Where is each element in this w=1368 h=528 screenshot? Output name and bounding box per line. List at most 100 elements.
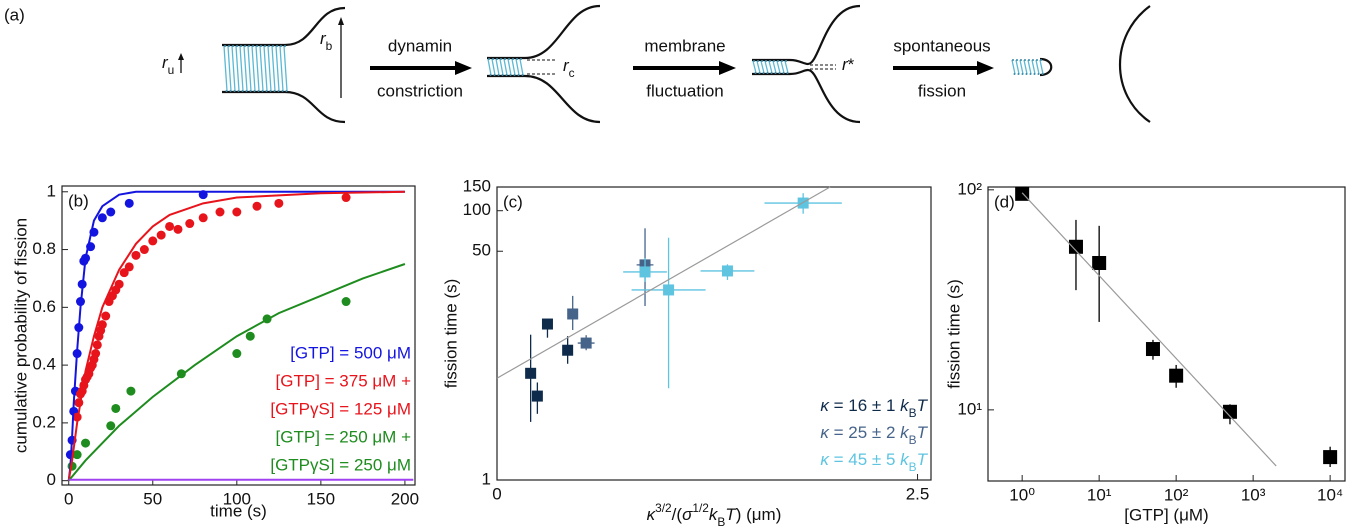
membrane: [487, 4, 601, 60]
text-part: σ: [682, 505, 693, 524]
coil-dot: [766, 72, 769, 74]
coil-dot: [778, 72, 781, 74]
data-point: [1169, 368, 1184, 383]
arrow-head: [719, 61, 736, 75]
y-tick-label: 1: [47, 181, 56, 200]
coil-dot: [492, 58, 494, 60]
coil-dot: [277, 90, 280, 92]
coil-dot: [517, 74, 520, 76]
panel-label: (d): [994, 192, 1015, 211]
x-axis-label: κ3/2/(σ1/2kBT) (μm): [647, 501, 782, 528]
dynamin-coil: [243, 45, 248, 92]
dynamin-coil: [507, 58, 512, 76]
step-label: spontaneous: [893, 36, 990, 55]
coil-dot: [261, 90, 264, 92]
coil-dot: [762, 72, 765, 74]
dynamin-coil: [491, 58, 496, 76]
x-axis-label: time (s): [210, 501, 267, 520]
x-tick-label: 50: [143, 489, 162, 508]
text-part: r: [320, 29, 327, 48]
step-label: fission: [918, 81, 966, 100]
data-point: [1092, 255, 1107, 270]
membrane: [222, 90, 346, 124]
data-point: [126, 386, 136, 396]
y-tick-label: 0: [47, 470, 56, 489]
dynamin-coil: [279, 45, 284, 92]
dynamin-coil: [776, 60, 781, 74]
coil-dot: [753, 60, 755, 62]
fit-line: [67, 263, 406, 482]
coil-dot: [1024, 59, 1026, 61]
radius-label: rc: [563, 56, 575, 80]
text-part: B: [909, 460, 917, 474]
coil-dot: [260, 45, 262, 47]
coil-dot: [1040, 59, 1042, 61]
dynamin-coil: [1015, 59, 1020, 75]
data-point: [1323, 450, 1338, 465]
data-point: [92, 340, 102, 350]
membrane: [752, 4, 861, 66]
text-part: 3/2: [655, 501, 672, 515]
coil-dot: [488, 58, 490, 60]
data-point: [173, 224, 183, 234]
data-point: [139, 245, 149, 255]
data-point: [131, 250, 141, 260]
dynamin-coil: [239, 45, 244, 92]
y-tick-label: 1: [482, 469, 491, 488]
dynamin-coil: [1031, 59, 1036, 75]
y-tick-label: 10²: [957, 179, 982, 198]
x-tick-label: 200: [391, 489, 419, 508]
legend-label: [GTP] = 500 μM: [290, 343, 411, 362]
text-part: B: [717, 515, 725, 528]
coil-dot: [516, 58, 518, 60]
coil-dot: [285, 90, 288, 92]
data-point: [101, 311, 111, 321]
fit-line: [496, 186, 831, 379]
dynamin-coil: [756, 60, 761, 74]
membrane: [222, 6, 346, 47]
text-part: κ: [820, 450, 830, 469]
legend-label: [GTP] = 375 μM +: [276, 371, 412, 390]
coil-dot: [782, 72, 785, 74]
legend-label: [GTPγS] = 125 μM: [270, 399, 411, 418]
dynamin-coil: [515, 58, 520, 76]
coil-dot: [500, 58, 502, 60]
coil-dot: [232, 45, 234, 47]
y-tick-label: 0.8: [32, 239, 56, 258]
x-axis-label: [GTP] (μM): [1124, 505, 1208, 524]
text-part: = 25 ± 2: [829, 423, 900, 442]
x-tick-label: 150: [307, 489, 335, 508]
coil-dot: [512, 58, 514, 60]
data-point: [124, 262, 134, 272]
coil-dot: [505, 74, 508, 76]
y-axis-label: fission time (s): [441, 279, 460, 389]
dynamin-coil: [503, 58, 508, 76]
coil-dot: [280, 45, 282, 47]
data-point: [562, 344, 574, 356]
data-point: [232, 207, 242, 217]
coil-dot: [276, 45, 278, 47]
coil-dot: [1037, 73, 1040, 75]
coil-dot: [245, 90, 248, 92]
dynamin-coil: [271, 45, 276, 92]
data-point: [721, 265, 733, 277]
text-part: c: [569, 66, 575, 80]
coil-dot: [509, 74, 512, 76]
coil-dot: [256, 45, 258, 47]
coil-dot: [1028, 59, 1030, 61]
data-point: [1145, 342, 1160, 357]
coil-dot: [765, 60, 767, 62]
coil-dot: [773, 60, 775, 62]
data-point: [531, 390, 543, 402]
x-tick-label: 0: [492, 484, 501, 503]
coil-dot: [1036, 59, 1038, 61]
dynamin-coil: [231, 45, 236, 92]
coil-dot: [281, 90, 284, 92]
data-point: [525, 367, 537, 379]
text-part: T: [917, 423, 929, 442]
arrow-head: [338, 17, 344, 25]
coil-dot: [770, 72, 773, 74]
radius-label: r*: [842, 55, 855, 74]
data-point: [106, 207, 116, 217]
